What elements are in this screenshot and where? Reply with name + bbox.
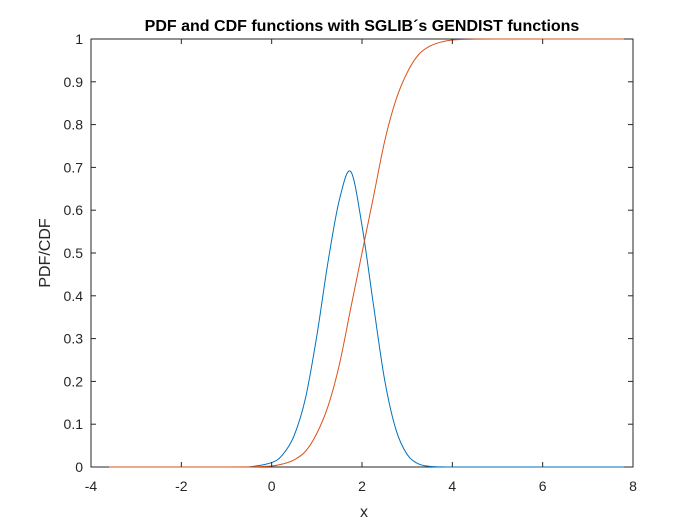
x-axis-label: x — [360, 504, 368, 521]
x-axis-ticks: -4 -2 0 2 4 6 8 — [85, 39, 637, 494]
x-tick-label: 8 — [629, 478, 637, 494]
y-tick-label: 0.7 — [64, 159, 84, 175]
y-tick-label: 0.8 — [64, 117, 84, 133]
y-axis-label: PDF/CDF — [37, 218, 54, 288]
y-tick-label: 0.6 — [64, 202, 84, 218]
x-tick-label: 0 — [268, 478, 276, 494]
plot-area — [90, 38, 634, 468]
y-tick-label: 0.1 — [64, 416, 84, 432]
y-tick-label: 0.4 — [64, 288, 84, 304]
y-tick-label: 0.9 — [64, 74, 84, 90]
y-tick-label: 0.3 — [64, 331, 84, 347]
y-axis-ticks: 0 0.1 0.2 0.3 0.4 0.5 0.6 0.7 0.8 0.9 1 — [64, 31, 633, 475]
y-tick-label: 0.2 — [64, 373, 84, 389]
y-tick-label: 0.5 — [64, 245, 84, 261]
y-tick-label: 1 — [75, 31, 83, 47]
series-line-cdf — [109, 38, 624, 468]
x-tick-label: -4 — [85, 478, 98, 494]
x-tick-label: 4 — [448, 478, 456, 494]
y-tick-label: 0 — [75, 459, 83, 475]
x-tick-label: 6 — [539, 478, 547, 494]
chart-title: PDF and CDF functions with SGLIB´s GENDI… — [145, 18, 580, 35]
x-tick-label: 2 — [358, 478, 366, 494]
x-tick-label: -2 — [175, 478, 188, 494]
